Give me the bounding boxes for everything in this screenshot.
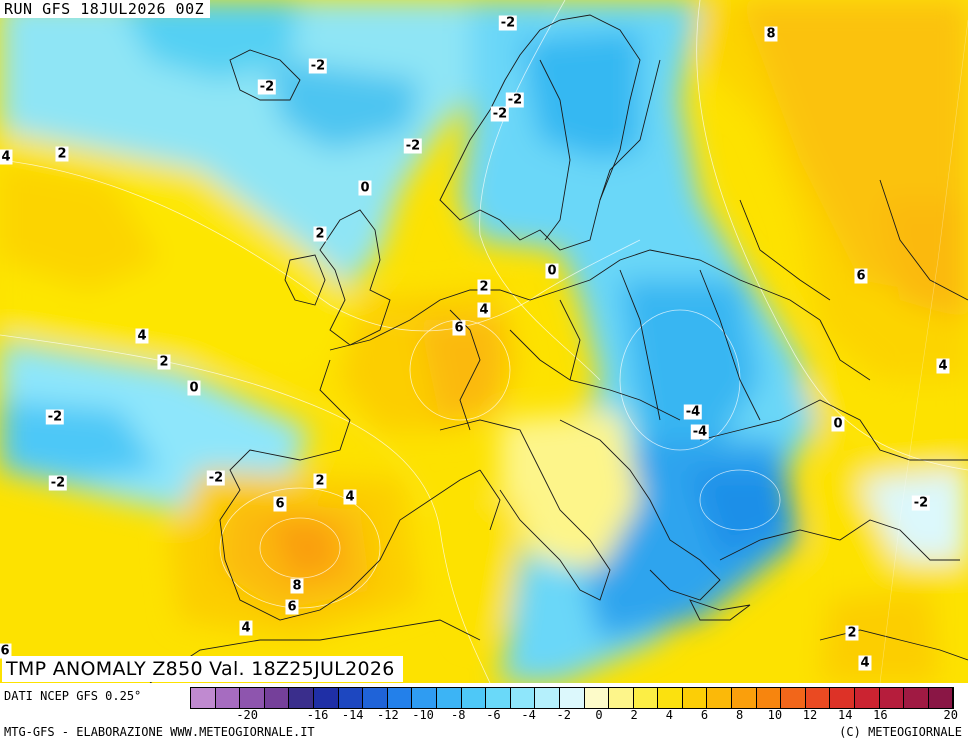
contour-label: -2 <box>308 58 328 74</box>
colorbar-swatch <box>191 688 216 708</box>
colorbar-tick-label: -16 <box>306 708 329 722</box>
colorbar-tick-label: 20 <box>943 708 958 722</box>
colorbar-swatch <box>879 688 905 708</box>
contour-label: -2 <box>257 79 277 95</box>
colorbar-swatch <box>904 688 929 708</box>
colorbar-swatch <box>486 688 511 708</box>
contour-label: -2 <box>403 138 423 154</box>
colorbar-tick-label: -14 <box>341 708 364 722</box>
contour-label: 0 <box>187 380 201 396</box>
contour-label: 6 <box>0 643 12 659</box>
contour-label: -2 <box>911 495 931 511</box>
colorbar-swatch <box>855 688 880 708</box>
colorbar-tick-label: -4 <box>521 708 536 722</box>
colorbar-swatch <box>732 688 757 708</box>
colorbar-swatch <box>289 688 314 708</box>
colorbar-swatch <box>510 688 536 708</box>
colorbar-swatch <box>682 688 708 708</box>
contour-label: 4 <box>477 302 491 318</box>
contour-label: 4 <box>936 358 950 374</box>
map-title: TMP ANOMALY Z850 Val. 18Z25JUL2026 <box>2 656 403 682</box>
contour-label: 4 <box>858 655 872 671</box>
colorbar-tick-label: -10 <box>412 708 434 722</box>
data-source-text: DATI NCEP GFS 0.25° <box>4 689 142 703</box>
colorbar-swatch <box>658 688 683 708</box>
colorbar-tick-label: -6 <box>486 708 501 722</box>
contour-label: 2 <box>313 226 327 242</box>
colorbar-tick-label: 6 <box>700 708 709 722</box>
contour-label: 6 <box>273 496 287 512</box>
contour-label: -4 <box>683 404 703 420</box>
contour-label: 8 <box>290 578 304 594</box>
contour-label: 6 <box>285 599 299 615</box>
contour-label: 0 <box>358 180 372 196</box>
footer: DATI NCEP GFS 0.25° -20 -16 -14 -12 -10 -8 -6-… <box>0 683 968 745</box>
colorbar-swatch <box>830 688 856 708</box>
colorbar-tick-label: 0 <box>595 708 603 722</box>
credit-text: MTG-GFS - ELABORAZIONE WWW.METEOGIORNALE… <box>4 725 315 739</box>
colorbar-swatch <box>633 688 659 708</box>
colorbar-swatch <box>584 688 610 708</box>
colorbar-ticks: -20 -16 -14 -12 -10 -8 -6 -4 -2 0 2 4 6 8 10 12 14 16 20 <box>190 708 966 722</box>
colorbar-swatch <box>215 688 241 708</box>
colorbar-swatch <box>707 688 733 708</box>
contour-label: 4 <box>239 620 253 636</box>
colorbar-swatch <box>387 688 413 708</box>
contour-label: 2 <box>55 146 69 162</box>
contour-label: -2 <box>498 15 518 31</box>
contour-label: 8 <box>764 26 778 42</box>
colorbar-tick-label: -12 <box>377 708 399 722</box>
contour-label: 4 <box>0 149 13 165</box>
contour-label: -4 <box>690 424 710 440</box>
colorbar-swatch <box>461 688 487 708</box>
temperature-anomaly-map <box>0 0 968 683</box>
contour-label: 0 <box>545 263 559 279</box>
colorbar-swatch <box>338 688 364 708</box>
colorbar-tick-label: 14 <box>837 708 853 722</box>
contour-label: 2 <box>157 354 171 370</box>
contour-label: -2 <box>48 475 68 491</box>
contour-label: 6 <box>854 268 868 284</box>
contour-label: -2 <box>490 106 510 122</box>
contour-label: 4 <box>343 489 357 505</box>
run-label: RUN GFS 18JUL2026 00Z <box>0 0 211 18</box>
contour-label: -2 <box>45 409 65 425</box>
copyright-text: (C) METEOGIORNALE <box>839 725 962 739</box>
contour-label: 2 <box>313 473 327 489</box>
contour-label: 0 <box>831 416 845 432</box>
colorbar-swatch <box>781 688 806 708</box>
contour-label: -2 <box>505 92 525 108</box>
colorbar-swatch <box>756 688 782 708</box>
colorbar-tick-label: 12 <box>802 708 818 722</box>
colorbar-tick-label: 10 <box>767 708 783 722</box>
colorbar-swatch <box>805 688 831 708</box>
colorbar-tick-label: 8 <box>736 708 744 722</box>
colorbar-swatch <box>363 688 388 708</box>
contour-label: -2 <box>206 470 226 486</box>
contour-label: 2 <box>845 625 859 641</box>
colorbar-swatch <box>264 688 290 708</box>
colorbar-tick-label: -20 <box>236 708 259 722</box>
colorbar-legend <box>190 687 955 709</box>
colorbar-swatch <box>412 688 437 708</box>
contour-label: 6 <box>452 320 466 336</box>
contour-label: 4 <box>135 328 149 344</box>
colorbar-swatch <box>313 688 339 708</box>
colorbar-tick-label: 2 <box>630 708 638 722</box>
colorbar-swatch <box>559 688 585 708</box>
colorbar-swatch <box>436 688 462 708</box>
colorbar-tick-label: -8 <box>451 708 466 722</box>
colorbar-swatch <box>535 688 560 708</box>
colorbar-tick-label: 16 <box>873 708 888 722</box>
contour-label: 2 <box>477 279 491 295</box>
colorbar-tick-label: -2 <box>556 708 571 722</box>
colorbar-swatch <box>240 688 265 708</box>
colorbar-swatch <box>609 688 634 708</box>
colorbar-swatch <box>928 688 954 708</box>
colorbar-tick-label: 4 <box>665 708 673 722</box>
